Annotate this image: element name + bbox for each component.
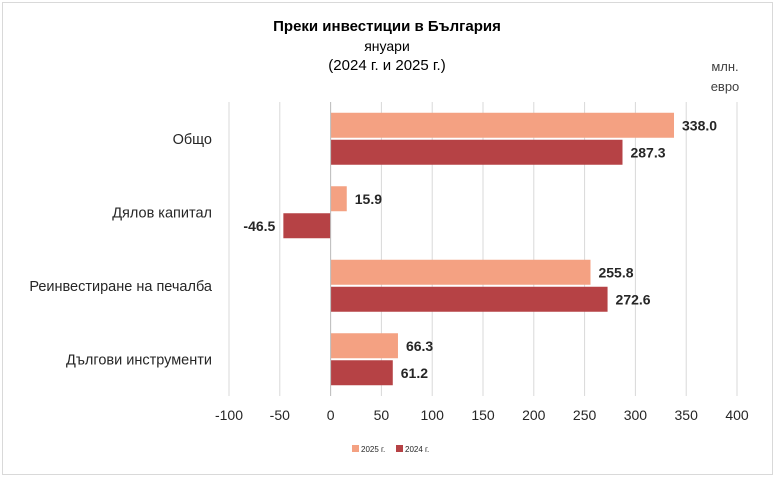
category-label: Реинвестиране на печалба	[29, 279, 213, 295]
data-label: 272.6	[616, 291, 651, 307]
x-tick-label: 0	[327, 407, 335, 423]
x-tick-label: 50	[374, 407, 390, 423]
category-label: Общо	[173, 132, 212, 148]
bar	[330, 139, 623, 165]
legend-swatch	[396, 445, 403, 452]
bar	[330, 360, 393, 386]
chart-subtitle-years: (2024 г. и 2025 г.)	[328, 57, 446, 74]
unit-label-line2: евро	[710, 79, 740, 94]
legend-label: 2024 г.	[405, 445, 429, 454]
bar	[330, 186, 347, 212]
data-label: 338.0	[682, 117, 717, 133]
legend-label: 2025 г.	[361, 445, 385, 454]
data-label: -46.5	[243, 218, 275, 234]
data-label: 287.3	[630, 144, 665, 160]
bar	[330, 259, 591, 285]
x-tick-label: 200	[522, 407, 546, 423]
chart-title: Преки инвестиции в България	[273, 18, 501, 35]
x-tick-label: 100	[421, 407, 445, 423]
x-tick-label: -50	[270, 407, 290, 423]
x-tick-label: 150	[471, 407, 495, 423]
x-tick-label: 350	[675, 407, 699, 423]
category-label: Дялов капитал	[112, 205, 212, 221]
bar	[283, 213, 331, 239]
x-tick-label: 250	[573, 407, 597, 423]
category-label: Дългови инструменти	[66, 352, 212, 368]
bar	[330, 112, 675, 138]
bar	[330, 286, 608, 312]
data-label: 61.2	[401, 365, 428, 381]
data-label: 255.8	[598, 264, 633, 280]
chart-subtitle-month: януари	[364, 38, 410, 54]
x-tick-label: 300	[624, 407, 648, 423]
chart-frame	[2, 2, 773, 475]
unit-label-line1: млн.	[711, 59, 739, 74]
data-label: 15.9	[355, 191, 382, 207]
x-tick-label: -100	[215, 407, 243, 423]
data-label: 66.3	[406, 338, 433, 354]
x-tick-label: 400	[725, 407, 749, 423]
bar	[330, 333, 398, 359]
legend-swatch	[352, 445, 359, 452]
